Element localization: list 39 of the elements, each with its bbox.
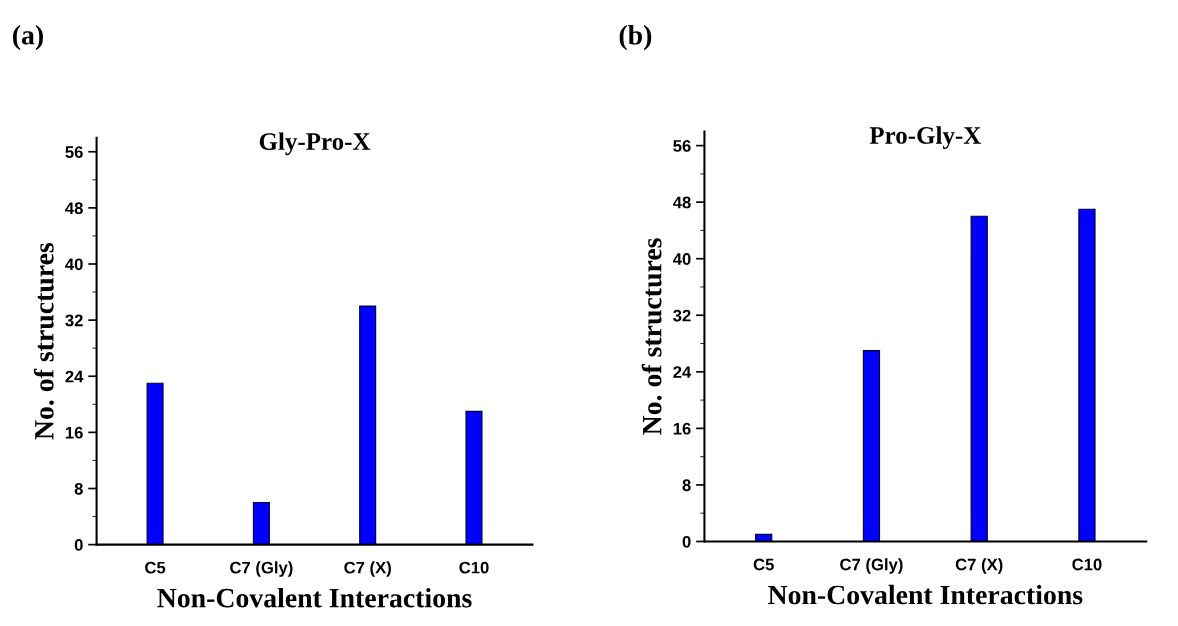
bar [1078,208,1096,542]
bar [252,501,270,545]
x-tick-label: C5 [145,561,166,574]
bar [359,305,377,545]
text: (b) [619,25,652,51]
y-tick-label: 0 [682,535,691,548]
y-tick-label: 48 [65,202,83,215]
y-tick-label: 24 [673,366,692,378]
chart-title: Gly-Pro-X [259,132,371,156]
y-tick-label: 16 [65,426,83,439]
x-tick-label: C7 (X) [955,558,1003,574]
y-axis-title: No. of structures [33,242,54,440]
y-tick-label: 40 [65,258,83,271]
x-tick-label: C10 [1072,558,1102,571]
x-axis-title: Non-Covalent Interactions [768,584,1083,605]
y-tick-label: 56 [65,146,83,158]
x-tick-label: C10 [459,561,489,574]
y-tick-label: 32 [65,314,83,327]
text: (a) [13,25,43,51]
x-tick-label: C5 [753,558,774,571]
chart-title: Pro-Gly-X [869,126,982,150]
bar [465,410,483,545]
bar [970,215,988,542]
x-tick-label: C7 (X) [344,561,391,577]
y-tick-label: 48 [672,196,691,209]
x-tick-label: C7 (Gly) [840,558,903,574]
y-tick-label: 40 [672,253,691,265]
x-axis-title: Non-Covalent Interactions [157,587,472,608]
y-tick-label: 8 [682,479,691,492]
y-tick-label: 0 [74,539,83,551]
bar [862,350,881,542]
y-tick-label: 8 [74,482,83,495]
y-tick-label: 24 [65,370,84,383]
x-tick-label: C7 (Gly) [230,561,293,577]
y-tick-label: 16 [673,422,691,435]
bar [146,382,164,545]
y-tick-label: 32 [673,309,691,322]
y-tick-label: 56 [673,140,691,152]
y-axis-title: No. of structures [641,238,662,435]
